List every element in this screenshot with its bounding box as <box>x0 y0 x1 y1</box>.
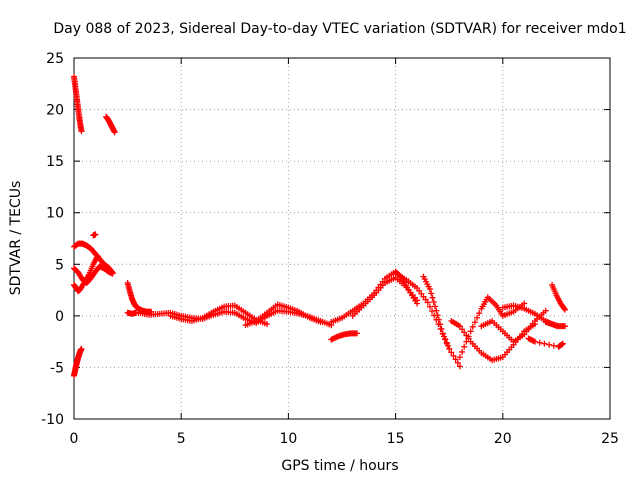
data-point <box>461 343 468 350</box>
data-point <box>559 340 566 347</box>
data-point <box>448 349 455 356</box>
series-arc-2.5h-low <box>124 309 140 317</box>
data-point <box>474 314 481 321</box>
data-point <box>433 307 440 314</box>
data-point <box>521 300 528 307</box>
data-point <box>426 286 433 293</box>
y-tick-label: 0 <box>55 309 64 325</box>
data-point <box>437 321 444 328</box>
data-point <box>426 303 433 310</box>
data-points <box>71 73 568 379</box>
data-point <box>561 323 568 330</box>
data-point <box>428 290 435 297</box>
chart-title: Day 088 of 2023, Sidereal Day-to-day VTE… <box>53 21 626 37</box>
data-point <box>471 319 478 326</box>
y-tick-label: -10 <box>41 412 64 428</box>
data-point <box>446 345 453 352</box>
data-point <box>432 303 439 310</box>
data-point <box>461 329 468 336</box>
series-arc-early-low <box>71 345 85 379</box>
series-arc-8-12h <box>242 301 324 329</box>
plot-frame <box>73 57 611 420</box>
data-point <box>434 312 441 319</box>
data-point <box>78 345 85 352</box>
data-point <box>541 340 548 347</box>
x-tick-label: 0 <box>70 431 79 447</box>
x-axis-label: GPS time / hours <box>281 458 398 474</box>
data-point <box>531 338 538 345</box>
data-point <box>450 352 457 359</box>
grid-lines <box>74 58 610 419</box>
y-tick-label: 15 <box>46 154 64 170</box>
series-arc-22-23h-low <box>542 319 568 330</box>
series-arc-13-16h <box>349 274 421 319</box>
series-arc-1.5h-high <box>103 113 118 136</box>
data-point <box>452 356 459 363</box>
axis-ticks: 0 5 10 15 20 25 -10 -5 0 5 10 15 20 25 <box>41 51 619 447</box>
data-point <box>441 333 448 340</box>
data-point <box>354 330 361 337</box>
data-point <box>476 310 483 317</box>
series-arc-16-18h <box>420 273 453 352</box>
data-point <box>111 129 118 136</box>
series-arc-18-21h <box>456 294 528 361</box>
data-point <box>317 319 324 326</box>
data-point <box>414 297 421 304</box>
data-point <box>536 339 543 346</box>
data-point <box>94 253 101 260</box>
x-tick-label: 5 <box>177 431 186 447</box>
series-arc-17-20h <box>448 318 538 364</box>
data-point <box>109 270 116 277</box>
y-axis-label: SDTVAR / TECUs <box>8 181 24 296</box>
data-point <box>456 323 463 330</box>
data-point <box>465 333 472 340</box>
x-tick-label: 20 <box>494 431 512 447</box>
data-point <box>78 128 85 135</box>
y-tick-label: -5 <box>50 360 64 376</box>
data-point <box>456 363 463 370</box>
x-tick-label: 25 <box>601 431 619 447</box>
y-tick-label: 20 <box>46 103 64 119</box>
y-tick-label: 10 <box>46 206 64 222</box>
series-arc-early-high <box>71 73 85 135</box>
series-arc-21-22h-low <box>525 335 566 350</box>
data-point <box>550 342 557 349</box>
data-point <box>92 231 99 238</box>
data-point <box>435 316 442 323</box>
data-point <box>430 299 437 306</box>
data-point <box>443 339 450 346</box>
data-point <box>459 348 466 355</box>
data-point <box>429 294 436 301</box>
series-arc-5-8h <box>167 302 270 328</box>
data-point <box>444 342 451 349</box>
data-point <box>467 328 474 335</box>
data-point <box>454 359 461 366</box>
data-point <box>456 354 463 361</box>
x-tick-label: 10 <box>279 431 297 447</box>
data-point <box>438 325 445 332</box>
series-arc-2.5h <box>124 279 155 315</box>
data-point <box>561 306 568 313</box>
series-arc-19-22h <box>478 307 549 345</box>
data-point <box>424 299 431 306</box>
series-arc-3-8h <box>135 307 335 329</box>
data-point <box>263 321 270 328</box>
x-tick-label: 15 <box>387 431 405 447</box>
data-point <box>542 307 549 314</box>
data-point <box>561 305 568 312</box>
data-point <box>459 326 466 333</box>
series-arc-early-mid-d <box>90 231 99 239</box>
data-point <box>469 323 476 330</box>
series-arc-early-mid-c <box>71 253 101 295</box>
series-arc-22-23h <box>549 281 568 313</box>
y-tick-label: 5 <box>55 257 64 273</box>
series-arc-12-13h <box>328 330 361 343</box>
data-point <box>439 330 446 337</box>
data-point <box>463 338 470 345</box>
y-tick-label: 25 <box>46 51 64 67</box>
data-point <box>442 336 449 343</box>
data-point <box>546 341 553 348</box>
